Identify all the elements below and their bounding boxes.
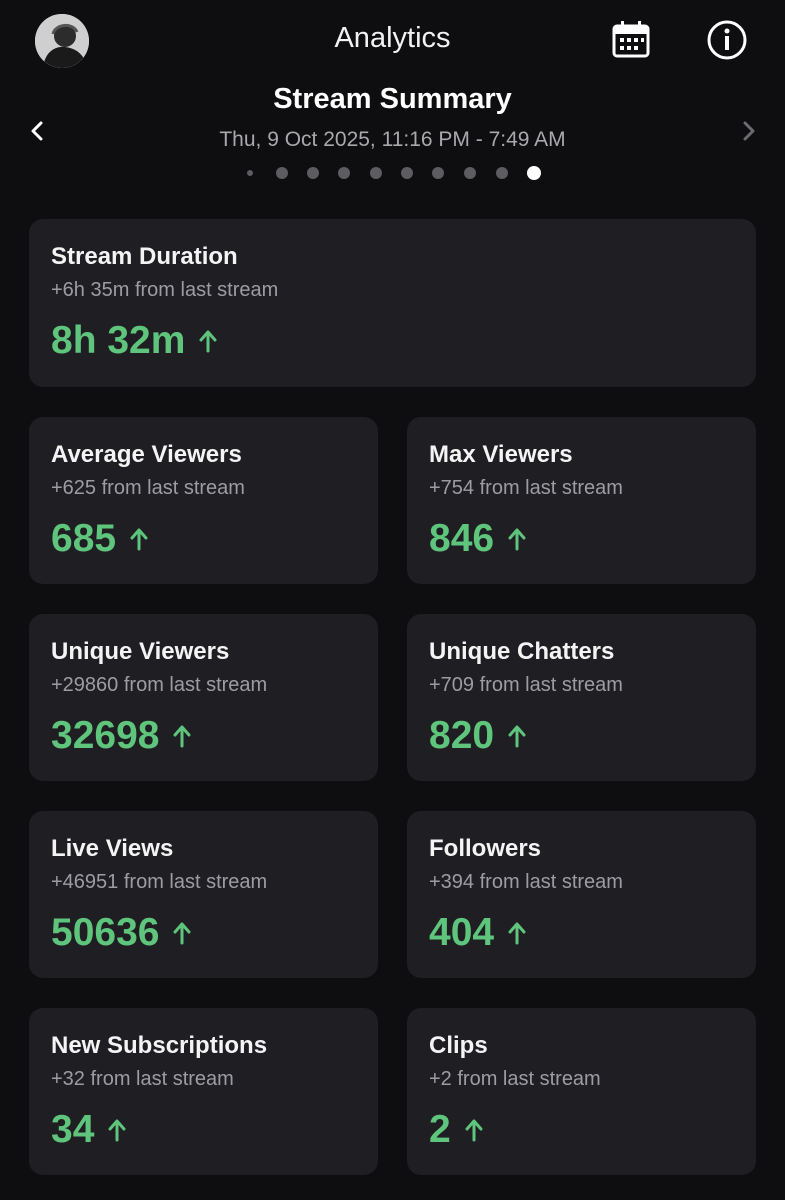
stat-title: Clips	[429, 1032, 488, 1059]
page-dot[interactable]	[247, 170, 253, 176]
stat-value: 32698	[51, 714, 160, 757]
stat-card-average-viewers[interactable]: Average Viewers +625 from last stream 685	[29, 417, 378, 584]
stat-card-followers[interactable]: Followers +394 from last stream 404	[407, 811, 756, 978]
arrow-up-icon	[130, 528, 148, 551]
arrow-up-icon	[508, 922, 526, 945]
page-indicator	[0, 165, 785, 181]
page-dot[interactable]	[401, 167, 413, 179]
stat-value: 50636	[51, 911, 160, 954]
stat-value-row: 50636	[51, 911, 191, 955]
page-dot-active[interactable]	[527, 166, 541, 180]
stat-value-row: 820	[429, 714, 526, 758]
stat-value-row: 404	[429, 911, 526, 955]
arrow-up-icon	[508, 725, 526, 748]
stat-title: Live Views	[51, 835, 174, 862]
stat-value-row: 34	[51, 1108, 126, 1152]
arrow-up-icon	[199, 330, 217, 353]
stream-date-range: Thu, 9 Oct 2025, 11:16 PM - 7:49 AM	[219, 128, 566, 151]
stat-change: +625 from last stream	[51, 477, 245, 499]
stat-value: 685	[51, 517, 117, 560]
stat-card-clips[interactable]: Clips +2 from last stream 2	[407, 1008, 756, 1175]
stat-title: Unique Viewers	[51, 638, 230, 665]
stat-change: +754 from last stream	[429, 477, 623, 499]
stat-value-row: 8h 32m	[51, 319, 217, 363]
arrow-up-icon	[465, 1119, 483, 1142]
stat-value: 820	[429, 714, 495, 757]
stat-change: +6h 35m from last stream	[51, 279, 279, 301]
stat-card-stream-duration[interactable]: Stream Duration +6h 35m from last stream 8…	[29, 219, 756, 387]
page-title: Analytics	[334, 22, 451, 54]
info-icon	[707, 20, 747, 60]
stat-card-unique-viewers[interactable]: Unique Viewers +29860 from last stream 326…	[29, 614, 378, 781]
stat-card-unique-chatters[interactable]: Unique Chatters +709 from last stream 820	[407, 614, 756, 781]
stat-title: Max Viewers	[429, 441, 573, 468]
info-button[interactable]	[705, 18, 749, 62]
arrow-up-icon	[508, 528, 526, 551]
calendar-icon	[612, 21, 650, 58]
page-dot[interactable]	[276, 167, 288, 179]
stat-change: +709 from last stream	[429, 674, 623, 696]
arrow-up-icon	[108, 1119, 126, 1142]
stat-change: +29860 from last stream	[51, 674, 268, 696]
page-dot[interactable]	[338, 167, 350, 179]
stat-card-new-subscriptions[interactable]: New Subscriptions +32 from last stream 34	[29, 1008, 378, 1175]
page-dot[interactable]	[464, 167, 476, 179]
stat-value: 846	[429, 517, 495, 560]
stat-title: Followers	[429, 835, 542, 862]
page-dot[interactable]	[496, 167, 508, 179]
stat-title: New Subscriptions	[51, 1032, 268, 1059]
page-dot[interactable]	[432, 167, 444, 179]
top-bar: Analytics	[0, 0, 785, 80]
stat-change: +32 from last stream	[51, 1068, 234, 1090]
stat-title: Unique Chatters	[429, 638, 615, 665]
arrow-up-icon	[173, 922, 191, 945]
stat-card-live-views[interactable]: Live Views +46951 from last stream 50636	[29, 811, 378, 978]
chevron-right-icon	[743, 121, 755, 141]
stat-value-row: 685	[51, 517, 148, 561]
stat-change: +2 from last stream	[429, 1068, 601, 1090]
stat-value: 34	[51, 1108, 95, 1151]
arrow-up-icon	[173, 725, 191, 748]
avatar-icon	[35, 14, 89, 68]
stat-value-row: 2	[429, 1108, 483, 1152]
page-dot[interactable]	[370, 167, 382, 179]
stat-value: 2	[429, 1108, 451, 1151]
stat-card-max-viewers[interactable]: Max Viewers +754 from last stream 846	[407, 417, 756, 584]
stat-change: +46951 from last stream	[51, 871, 268, 893]
chevron-left-icon	[31, 121, 43, 141]
stat-value: 404	[429, 911, 495, 954]
stat-value-row: 32698	[51, 714, 191, 758]
stat-value-row: 846	[429, 517, 526, 561]
next-stream-button[interactable]	[735, 117, 763, 145]
previous-stream-button[interactable]	[24, 117, 52, 145]
summary-title: Stream Summary	[273, 83, 512, 115]
user-avatar[interactable]	[35, 14, 89, 68]
page-dot[interactable]	[307, 167, 319, 179]
stat-value: 8h 32m	[51, 319, 186, 362]
stat-change: +394 from last stream	[429, 871, 623, 893]
stat-title: Average Viewers	[51, 441, 242, 468]
stat-title: Stream Duration	[51, 243, 238, 270]
calendar-button[interactable]	[609, 18, 653, 62]
